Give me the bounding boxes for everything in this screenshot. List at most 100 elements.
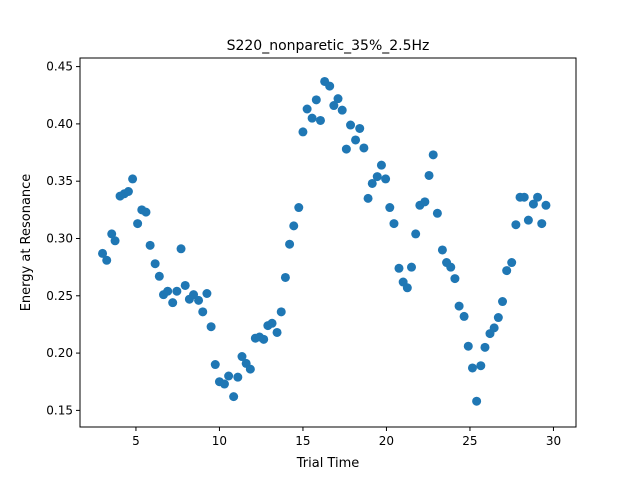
data-point [472,396,482,406]
data-point [523,215,533,225]
data-point [298,127,308,137]
y-tick-label: 0.40 [46,117,73,131]
data-point [289,221,299,231]
data-point [102,255,112,265]
data-point [302,104,312,114]
data-point [172,286,182,296]
x-tick-label: 30 [546,434,561,448]
y-axis-label: Energy at Resonance [19,174,34,312]
data-point [337,105,347,115]
data-point [385,203,395,213]
x-tick-label: 15 [295,434,310,448]
x-axis: 5 10 15 20 25 30 [132,427,561,448]
data-point [285,239,295,249]
data-point [498,297,508,307]
data-point [315,115,325,125]
data-point [355,123,365,133]
data-point [224,371,234,381]
data-point [194,295,204,305]
data-point [359,143,369,153]
data-point [424,170,434,180]
data-point [145,240,155,250]
y-tick-label: 0.20 [46,346,73,360]
data-point [450,274,460,284]
data-point [180,280,190,290]
data-point [346,120,356,130]
data-point [329,101,339,111]
data-point [507,258,517,268]
x-tick-label: 10 [212,434,227,448]
data-point [502,266,512,276]
x-axis-label: Trial Time [296,456,360,471]
data-point [519,192,529,202]
x-tick-label: 25 [462,434,477,448]
y-tick-label: 0.15 [46,403,73,417]
data-point [110,236,120,246]
data-point [311,95,321,105]
data-point [325,81,335,91]
data-point [307,113,317,123]
data-point [372,172,382,182]
data-point [528,199,538,209]
y-axis: 0.15 0.20 0.25 0.30 0.35 0.40 0.45 [46,60,80,417]
data-point [163,286,173,296]
data-point [202,289,212,298]
data-point [446,262,456,272]
data-point [351,135,361,145]
data-point [493,313,503,323]
data-point [537,219,547,229]
data-point [168,298,178,308]
data-point [467,363,477,373]
data-point [150,259,160,269]
data-point [407,262,416,272]
y-tick-label: 0.30 [46,231,73,245]
data-point [367,178,377,188]
chart-title: S220_nonparetic_35%_2.5Hz [227,38,430,54]
data-point [333,94,343,104]
data-point [294,203,304,213]
data-point [229,392,239,402]
plot-frame [79,57,577,428]
data-point [428,150,438,160]
data-point [107,229,117,239]
data-point [237,352,247,362]
y-tick-label: 0.25 [46,289,73,303]
data-point [394,263,404,273]
data-point [389,219,399,229]
data-point [411,229,421,239]
data-point [454,301,464,311]
data-point [128,174,138,184]
data-point [480,342,490,352]
data-point [463,341,473,351]
data-point [533,192,543,202]
data-point [511,220,521,230]
data-point [381,174,391,184]
data-point [420,197,430,207]
data-point [123,187,133,196]
y-tick-label: 0.35 [46,174,73,188]
y-tick-label: 0.45 [46,60,73,74]
data-point [154,271,164,281]
data-point [363,193,373,203]
data-point [233,372,243,382]
data-point [206,322,216,332]
data-point [176,244,186,254]
data-point [259,334,269,344]
data-point [98,248,108,258]
data-point [541,200,551,210]
data-point [133,219,143,229]
data-point [267,318,277,328]
x-tick-label: 20 [379,434,394,448]
data-point [376,160,386,170]
data-point [402,283,412,293]
data-point [459,311,469,321]
data-point [280,272,290,282]
data-point [432,208,442,218]
data-point [341,144,351,154]
data-point [198,307,208,317]
data-point [437,245,447,255]
data-point [245,364,255,374]
data-point [210,360,220,370]
data-point [141,207,151,217]
